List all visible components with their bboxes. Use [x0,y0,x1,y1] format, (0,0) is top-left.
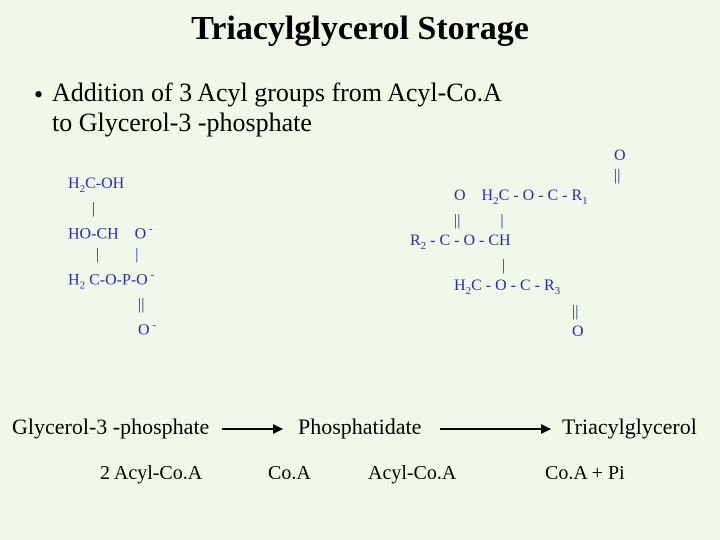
arrow-2 [440,428,550,430]
pathway-sub3: Acyl-Co.A [368,462,456,485]
reaction-pathway: Glycerol-3 -phosphate Phosphatidate Tria… [0,414,720,492]
pathway-step1: Glycerol-3 -phosphate [12,414,209,440]
slide-title: Triacylglycerol Storage [0,10,720,48]
arrow-1 [222,428,282,430]
pathway-sub2: Co.A [268,462,311,485]
pathway-step2: Phosphatidate [298,414,421,440]
pathway-sub1: 2 Acyl-Co.A [100,462,202,485]
triacylglycerol-structure: O || O H2C - O - C - R1 || | R2 - C - O … [410,146,626,342]
bullet-line1: Addition of 3 Acyl groups from Acyl-Co.A [52,78,502,107]
pathway-sub4: Co.A + Pi [545,462,625,485]
bullet-dot: • [34,80,43,110]
bullet-text: • Addition of 3 Acyl groups from Acyl-Co… [52,78,672,138]
bullet-line2: to Glycerol-3 -phosphate [52,108,312,137]
glycerol-3-phosphate-structure: H2C-OH | HO-CH O - | | H2 C-O-P-O - || O… [68,174,156,340]
pathway-step3: Triacylglycerol [562,414,697,440]
